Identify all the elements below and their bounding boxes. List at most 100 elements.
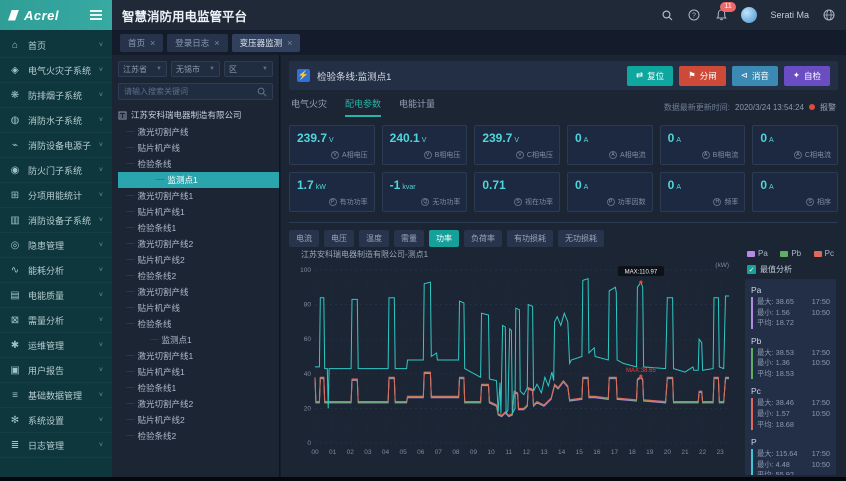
notifications-bell-icon[interactable]: 11 xyxy=(714,2,736,22)
sidebar-item-首页[interactable]: ⌂ 首页 ˅ xyxy=(0,33,112,58)
tree-node-贴片机产线[interactable]: ┄┄ 贴片机产线 xyxy=(112,300,279,316)
tree-node-检验条线1[interactable]: ┄┄ 检验条线1 xyxy=(112,380,279,396)
metric-label-text: 相序 xyxy=(816,199,831,206)
tree-node-检验条线1[interactable]: ┄┄ 检验条线1 xyxy=(112,220,279,236)
tree-node-监测点1[interactable]: ┄┄ 监测点1 xyxy=(118,172,279,188)
filter-pill-负荷率[interactable]: 负荷率 xyxy=(464,230,502,247)
metric-label: Q 无功功率 xyxy=(421,197,460,207)
metric-label-text: C相电流 xyxy=(804,152,831,159)
filter-pill-温度[interactable]: 温度 xyxy=(359,230,389,247)
tree-node-贴片机产线2[interactable]: ┄┄ 贴片机产线2 xyxy=(112,412,279,428)
tree-node-激光切割产线1[interactable]: ┄┄ 激光切割产线1 xyxy=(112,348,279,364)
filter-pill-无功损耗[interactable]: 无功损耗 xyxy=(558,230,604,247)
tree-connector: ┄┄ xyxy=(126,225,135,232)
tree-node-检验条线[interactable]: ┄┄ 检验条线 xyxy=(112,316,279,332)
region-select-无锡市[interactable]: 无锡市 ▼ xyxy=(171,61,220,77)
tree-connector: ┄┄ xyxy=(126,145,135,152)
close-icon[interactable]: × xyxy=(287,37,293,48)
detail-tab-配电参数[interactable]: 配电参数 xyxy=(345,97,382,117)
sidebar-item-消防设备子系统[interactable]: ▥ 消防设备子系统 ˅ xyxy=(0,208,112,233)
search-icon[interactable] xyxy=(257,87,267,97)
tree-node-贴片机产线[interactable]: ┄┄ 贴片机产线 xyxy=(112,140,279,156)
help-icon[interactable]: ? xyxy=(687,8,701,22)
filter-pill-功率[interactable]: 功率 xyxy=(429,230,459,247)
sidebar-item-消防设备电源子系统[interactable]: ⌁ 消防设备电源子系统 ˅ xyxy=(0,133,112,158)
sidebar-item-消防水子系统[interactable]: ◍ 消防水子系统 ˅ xyxy=(0,108,112,133)
chevron-down-icon: ˅ xyxy=(98,66,103,74)
filter-pill-电流[interactable]: 电流 xyxy=(289,230,319,247)
复位-button[interactable]: ⇄ 复位 xyxy=(626,65,674,86)
avatar[interactable] xyxy=(741,7,758,23)
x-axis-tick: 10 xyxy=(488,449,496,456)
close-icon[interactable]: × xyxy=(150,37,156,48)
sidebar-item-label: 消防设备子系统 xyxy=(28,215,92,226)
tree-node-激光切割产线2[interactable]: ┄┄ 激光切割产线2 xyxy=(112,236,279,252)
tree-node-贴片机产线1[interactable]: ┄┄ 贴片机产线1 xyxy=(112,204,279,220)
filter-pill-需量[interactable]: 需量 xyxy=(394,230,424,247)
sidebar-item-防排烟子系统[interactable]: ❋ 防排烟子系统 ˅ xyxy=(0,83,112,108)
sidebar-item-电气火灾子系统[interactable]: ◈ 电气火灾子系统 ˅ xyxy=(0,58,112,83)
metric-cards: 239.7 V V A相电压 240.1 V V B相电压 239.7 V V C相电压 0 A A A相电流… xyxy=(289,125,838,212)
sidebar-item-基础数据管理[interactable]: ≡ 基础数据管理 ˅ xyxy=(0,383,112,408)
stats-value: 平均: 55.92 xyxy=(757,470,794,475)
legend-item-Pb[interactable]: Pb xyxy=(780,249,801,258)
metric-unit: V xyxy=(421,137,427,144)
tree-node-检验条线2[interactable]: ┄┄ 检验条线2 xyxy=(112,428,279,444)
sidebar-item-需量分析[interactable]: ⊠ 需量分析 ˅ xyxy=(0,308,112,333)
page-tab-登录日志[interactable]: 登录日志 × xyxy=(167,33,228,52)
tree-node-label: 检验条线1 xyxy=(137,223,177,233)
tree-node-检验条线[interactable]: ┄┄ 检验条线 xyxy=(112,156,279,172)
tree-root-company[interactable]: 江苏安科瑞电器制造有限公司 xyxy=(112,106,279,124)
tree-node-激光切割产线[interactable]: ┄┄ 激光切割产线 xyxy=(112,124,279,140)
page-tab-变压器监测[interactable]: 变压器监测 × xyxy=(231,33,301,52)
legend-item-Pa[interactable]: Pa xyxy=(747,249,768,258)
tree-connector: ┄┄ xyxy=(126,241,135,248)
page-tab-首页[interactable]: 首页 × xyxy=(120,33,164,52)
sidebar-item-隐患管理[interactable]: ◎ 隐患管理 ˅ xyxy=(0,233,112,258)
region-select-江苏省[interactable]: 江苏省 ▼ xyxy=(118,61,167,77)
filter-pill-电压[interactable]: 电压 xyxy=(324,230,354,247)
tree-node-贴片机产线1[interactable]: ┄┄ 贴片机产线1 xyxy=(112,364,279,380)
sidebar-item-label: 电气火灾子系统 xyxy=(28,65,92,76)
detail-tab-电气火灾[interactable]: 电气火灾 xyxy=(291,99,328,109)
maxmin-analysis-checkbox[interactable]: ✓ 最值分析 xyxy=(747,265,792,274)
自检-button[interactable]: ✦ 自检 xyxy=(783,65,830,86)
chevron-down-icon: ˅ xyxy=(98,91,103,99)
button-label: 分闸 xyxy=(699,70,717,81)
sidebar-item-能耗分析[interactable]: ∿ 能耗分析 ˅ xyxy=(0,258,112,283)
annotation-marker xyxy=(639,280,643,284)
sidebar-item-电能质量[interactable]: ▤ 电能质量 ˅ xyxy=(0,283,112,308)
metric-label-text: 无功功率 xyxy=(432,199,461,206)
sidebar-item-系统设置[interactable]: ✻ 系统设置 ˅ xyxy=(0,408,112,433)
tree-node-激光切割产线1[interactable]: ┄┄ 激光切割产线1 xyxy=(112,188,279,204)
sidebar-item-防火门子系统[interactable]: ◉ 防火门子系统 ˅ xyxy=(0,158,112,183)
filter-pill-有功损耗[interactable]: 有功损耗 xyxy=(507,230,553,247)
search-icon[interactable] xyxy=(660,8,674,22)
region-select-区[interactable]: 区 ▼ xyxy=(224,61,273,77)
tree-node-监测点1[interactable]: ┄┄ 监测点1 xyxy=(112,332,279,348)
tree-node-检验条线2[interactable]: ┄┄ 检验条线2 xyxy=(112,268,279,284)
sidebar-item-运维管理[interactable]: ✱ 运维管理 ˅ xyxy=(0,333,112,358)
stats-row: 最小: 1.57 10:50 xyxy=(757,409,830,420)
menu-toggle-icon[interactable] xyxy=(88,8,104,22)
tree-node-label: 激光切割产线2 xyxy=(137,399,194,409)
tree-node-label: 检验条线2 xyxy=(137,431,177,441)
stats-group-Pb: Pb 最大: 38.53 17:50 最小: 1.36 10:50 平均: 18.53 xyxy=(751,336,830,380)
sidebar-item-日志管理[interactable]: ≣ 日志管理 ˅ xyxy=(0,433,112,458)
stats-row: 最小: 4.48 10:50 xyxy=(757,460,830,471)
user-name[interactable]: Serati Ma xyxy=(770,10,809,20)
分闸-button[interactable]: ⚑ 分闸 xyxy=(679,65,726,86)
sidebar-item-用户报告[interactable]: ▣ 用户报告 ˅ xyxy=(0,358,112,383)
tree-node-激光切割产线2[interactable]: ┄┄ 激光切割产线2 xyxy=(112,396,279,412)
sidebar-item-分项用能统计[interactable]: ⊞ 分项用能统计 ˅ xyxy=(0,183,112,208)
close-icon[interactable]: × xyxy=(214,37,220,48)
search-input[interactable] xyxy=(124,87,257,96)
legend-item-Pc[interactable]: Pc xyxy=(813,249,834,258)
tree-node-激光切割产线[interactable]: ┄┄ 激光切割产线 xyxy=(112,284,279,300)
detail-tab-电能计量[interactable]: 电能计量 xyxy=(399,99,436,109)
消音-button[interactable]: ⊲ 消音 xyxy=(731,65,778,86)
language-globe-icon[interactable] xyxy=(822,8,836,22)
tree-node-贴片机产线2[interactable]: ┄┄ 贴片机产线2 xyxy=(112,252,279,268)
chevron-down-icon: ˅ xyxy=(98,416,103,424)
power-chart[interactable]: 0 20 40 60 80 100 00 01 02 03 04 05 06 07 08 09 10 11 12 13… xyxy=(289,260,741,458)
